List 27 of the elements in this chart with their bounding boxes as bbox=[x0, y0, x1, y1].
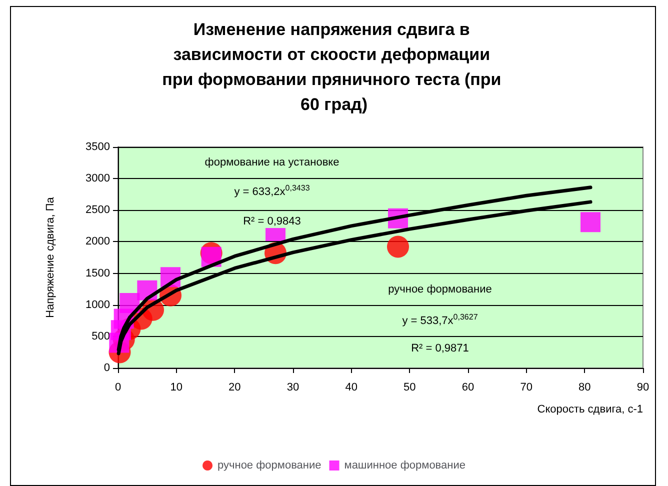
annotation: формование на установке bbox=[204, 156, 340, 168]
y-axis-title: Напряжение сдвига, Па bbox=[44, 196, 56, 318]
annotation: R² = 0,9843 bbox=[243, 216, 301, 228]
y-tick-label: 1000 bbox=[86, 298, 110, 311]
x-tick-label: 90 bbox=[636, 382, 650, 394]
y-tick-label: 1500 bbox=[86, 267, 110, 280]
x-tick-label: 10 bbox=[170, 382, 182, 394]
legend-label: машинное формование bbox=[344, 460, 466, 472]
y-tick-label: 2000 bbox=[86, 236, 110, 248]
annotation: R² = 0,9871 bbox=[411, 342, 469, 354]
y-tick-label: 3000 bbox=[86, 172, 110, 185]
x-tick-label: 50 bbox=[404, 382, 416, 394]
y-tick-label: 2500 bbox=[86, 204, 110, 216]
x-tick-label: 80 bbox=[578, 382, 591, 394]
x-tick-label: 20 bbox=[228, 382, 241, 394]
y-tick-label: 0 bbox=[104, 362, 110, 374]
y-tick-label: 3500 bbox=[86, 141, 110, 153]
x-tick-label: 40 bbox=[345, 382, 358, 394]
x-tick-label: 70 bbox=[520, 382, 532, 394]
annotation: ручное формование bbox=[388, 284, 492, 296]
x-axis-title: Скорость сдвига, с-1 bbox=[537, 404, 643, 416]
chart-title: Изменение напряжения сдвига в зависимости от скоости деформации при формовании пряничного теста (при 60 град) bbox=[162, 20, 506, 114]
x-tick-label: 0 bbox=[114, 382, 122, 394]
x-tick-label: 60 bbox=[462, 382, 474, 394]
legend-label: ручное формование bbox=[218, 460, 322, 472]
y-tick-label: 500 bbox=[92, 330, 110, 342]
x-tick-label: 30 bbox=[286, 382, 300, 394]
